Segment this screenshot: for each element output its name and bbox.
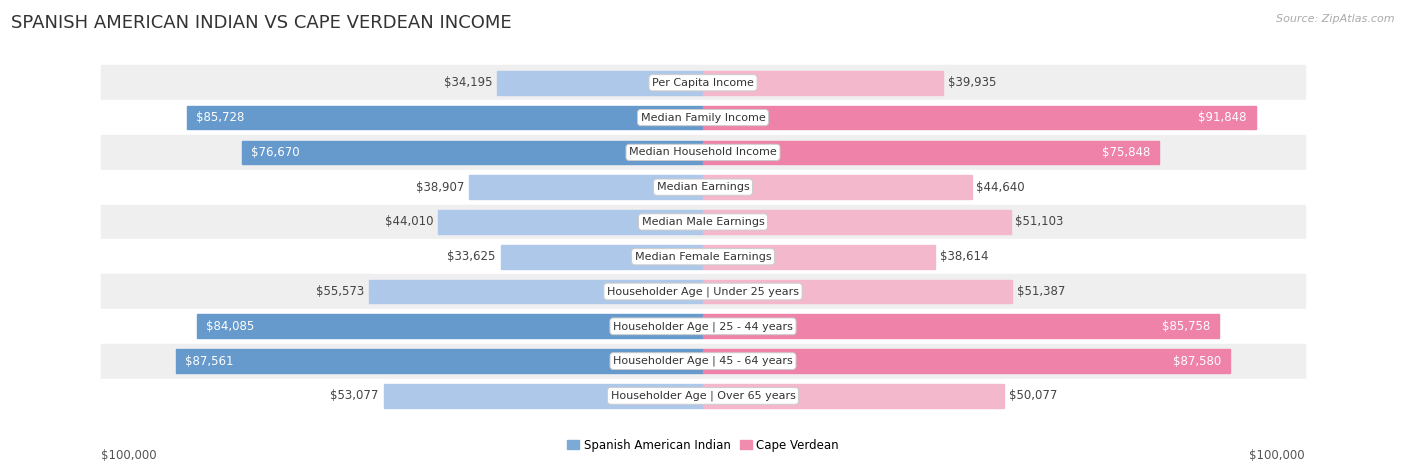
Text: $76,670: $76,670 <box>250 146 299 159</box>
Bar <box>101 65 1305 100</box>
Bar <box>101 205 1305 239</box>
Bar <box>703 106 1256 129</box>
Bar <box>101 239 1305 274</box>
Text: $50,077: $50,077 <box>1010 389 1057 403</box>
Bar <box>197 314 703 338</box>
Bar <box>703 175 972 199</box>
Text: SPANISH AMERICAN INDIAN VS CAPE VERDEAN INCOME: SPANISH AMERICAN INDIAN VS CAPE VERDEAN … <box>11 14 512 32</box>
Bar <box>703 314 1219 338</box>
Text: $53,077: $53,077 <box>330 389 378 403</box>
Bar <box>101 274 1305 309</box>
Text: Householder Age | 45 - 64 years: Householder Age | 45 - 64 years <box>613 356 793 366</box>
Bar <box>384 384 703 408</box>
Text: $38,907: $38,907 <box>416 181 464 194</box>
Bar <box>439 210 703 234</box>
Text: $100,000: $100,000 <box>1249 449 1305 462</box>
Bar <box>703 349 1230 373</box>
Text: Per Capita Income: Per Capita Income <box>652 78 754 88</box>
Bar <box>703 141 1160 164</box>
Text: Median Female Earnings: Median Female Earnings <box>634 252 772 262</box>
Text: $85,728: $85,728 <box>197 111 245 124</box>
Text: Median Household Income: Median Household Income <box>628 148 778 157</box>
Text: $100,000: $100,000 <box>101 449 157 462</box>
Text: Median Earnings: Median Earnings <box>657 182 749 192</box>
Text: $87,561: $87,561 <box>186 354 233 368</box>
Text: Householder Age | Over 65 years: Householder Age | Over 65 years <box>610 391 796 401</box>
Bar <box>101 135 1305 170</box>
Bar <box>501 245 703 269</box>
Text: Householder Age | 25 - 44 years: Householder Age | 25 - 44 years <box>613 321 793 332</box>
Text: Median Family Income: Median Family Income <box>641 113 765 122</box>
Text: $51,387: $51,387 <box>1017 285 1066 298</box>
Bar <box>101 100 1305 135</box>
Text: Householder Age | Under 25 years: Householder Age | Under 25 years <box>607 286 799 297</box>
Text: Source: ZipAtlas.com: Source: ZipAtlas.com <box>1277 14 1395 24</box>
Bar <box>703 245 935 269</box>
Text: $51,103: $51,103 <box>1015 215 1064 228</box>
Text: $91,848: $91,848 <box>1198 111 1247 124</box>
Bar <box>368 280 703 304</box>
Bar <box>703 384 1004 408</box>
Bar <box>101 378 1305 413</box>
Text: $34,195: $34,195 <box>444 76 492 89</box>
Bar <box>468 175 703 199</box>
Text: $33,625: $33,625 <box>447 250 496 263</box>
Text: $85,758: $85,758 <box>1161 320 1211 333</box>
Text: $75,848: $75,848 <box>1102 146 1150 159</box>
Bar <box>101 309 1305 344</box>
Bar <box>101 170 1305 205</box>
Bar <box>242 141 703 164</box>
Text: $38,614: $38,614 <box>941 250 988 263</box>
Text: Median Male Earnings: Median Male Earnings <box>641 217 765 227</box>
Legend: Spanish American Indian, Cape Verdean: Spanish American Indian, Cape Verdean <box>562 434 844 456</box>
Bar <box>187 106 703 129</box>
Bar <box>703 210 1011 234</box>
Text: $44,640: $44,640 <box>976 181 1025 194</box>
Text: $84,085: $84,085 <box>207 320 254 333</box>
Bar <box>176 349 703 373</box>
Text: $55,573: $55,573 <box>315 285 364 298</box>
Bar <box>703 71 943 95</box>
Text: $39,935: $39,935 <box>948 76 997 89</box>
Text: $87,580: $87,580 <box>1173 354 1220 368</box>
Bar <box>101 344 1305 378</box>
Text: $44,010: $44,010 <box>385 215 433 228</box>
Bar <box>498 71 703 95</box>
Bar <box>703 280 1012 304</box>
